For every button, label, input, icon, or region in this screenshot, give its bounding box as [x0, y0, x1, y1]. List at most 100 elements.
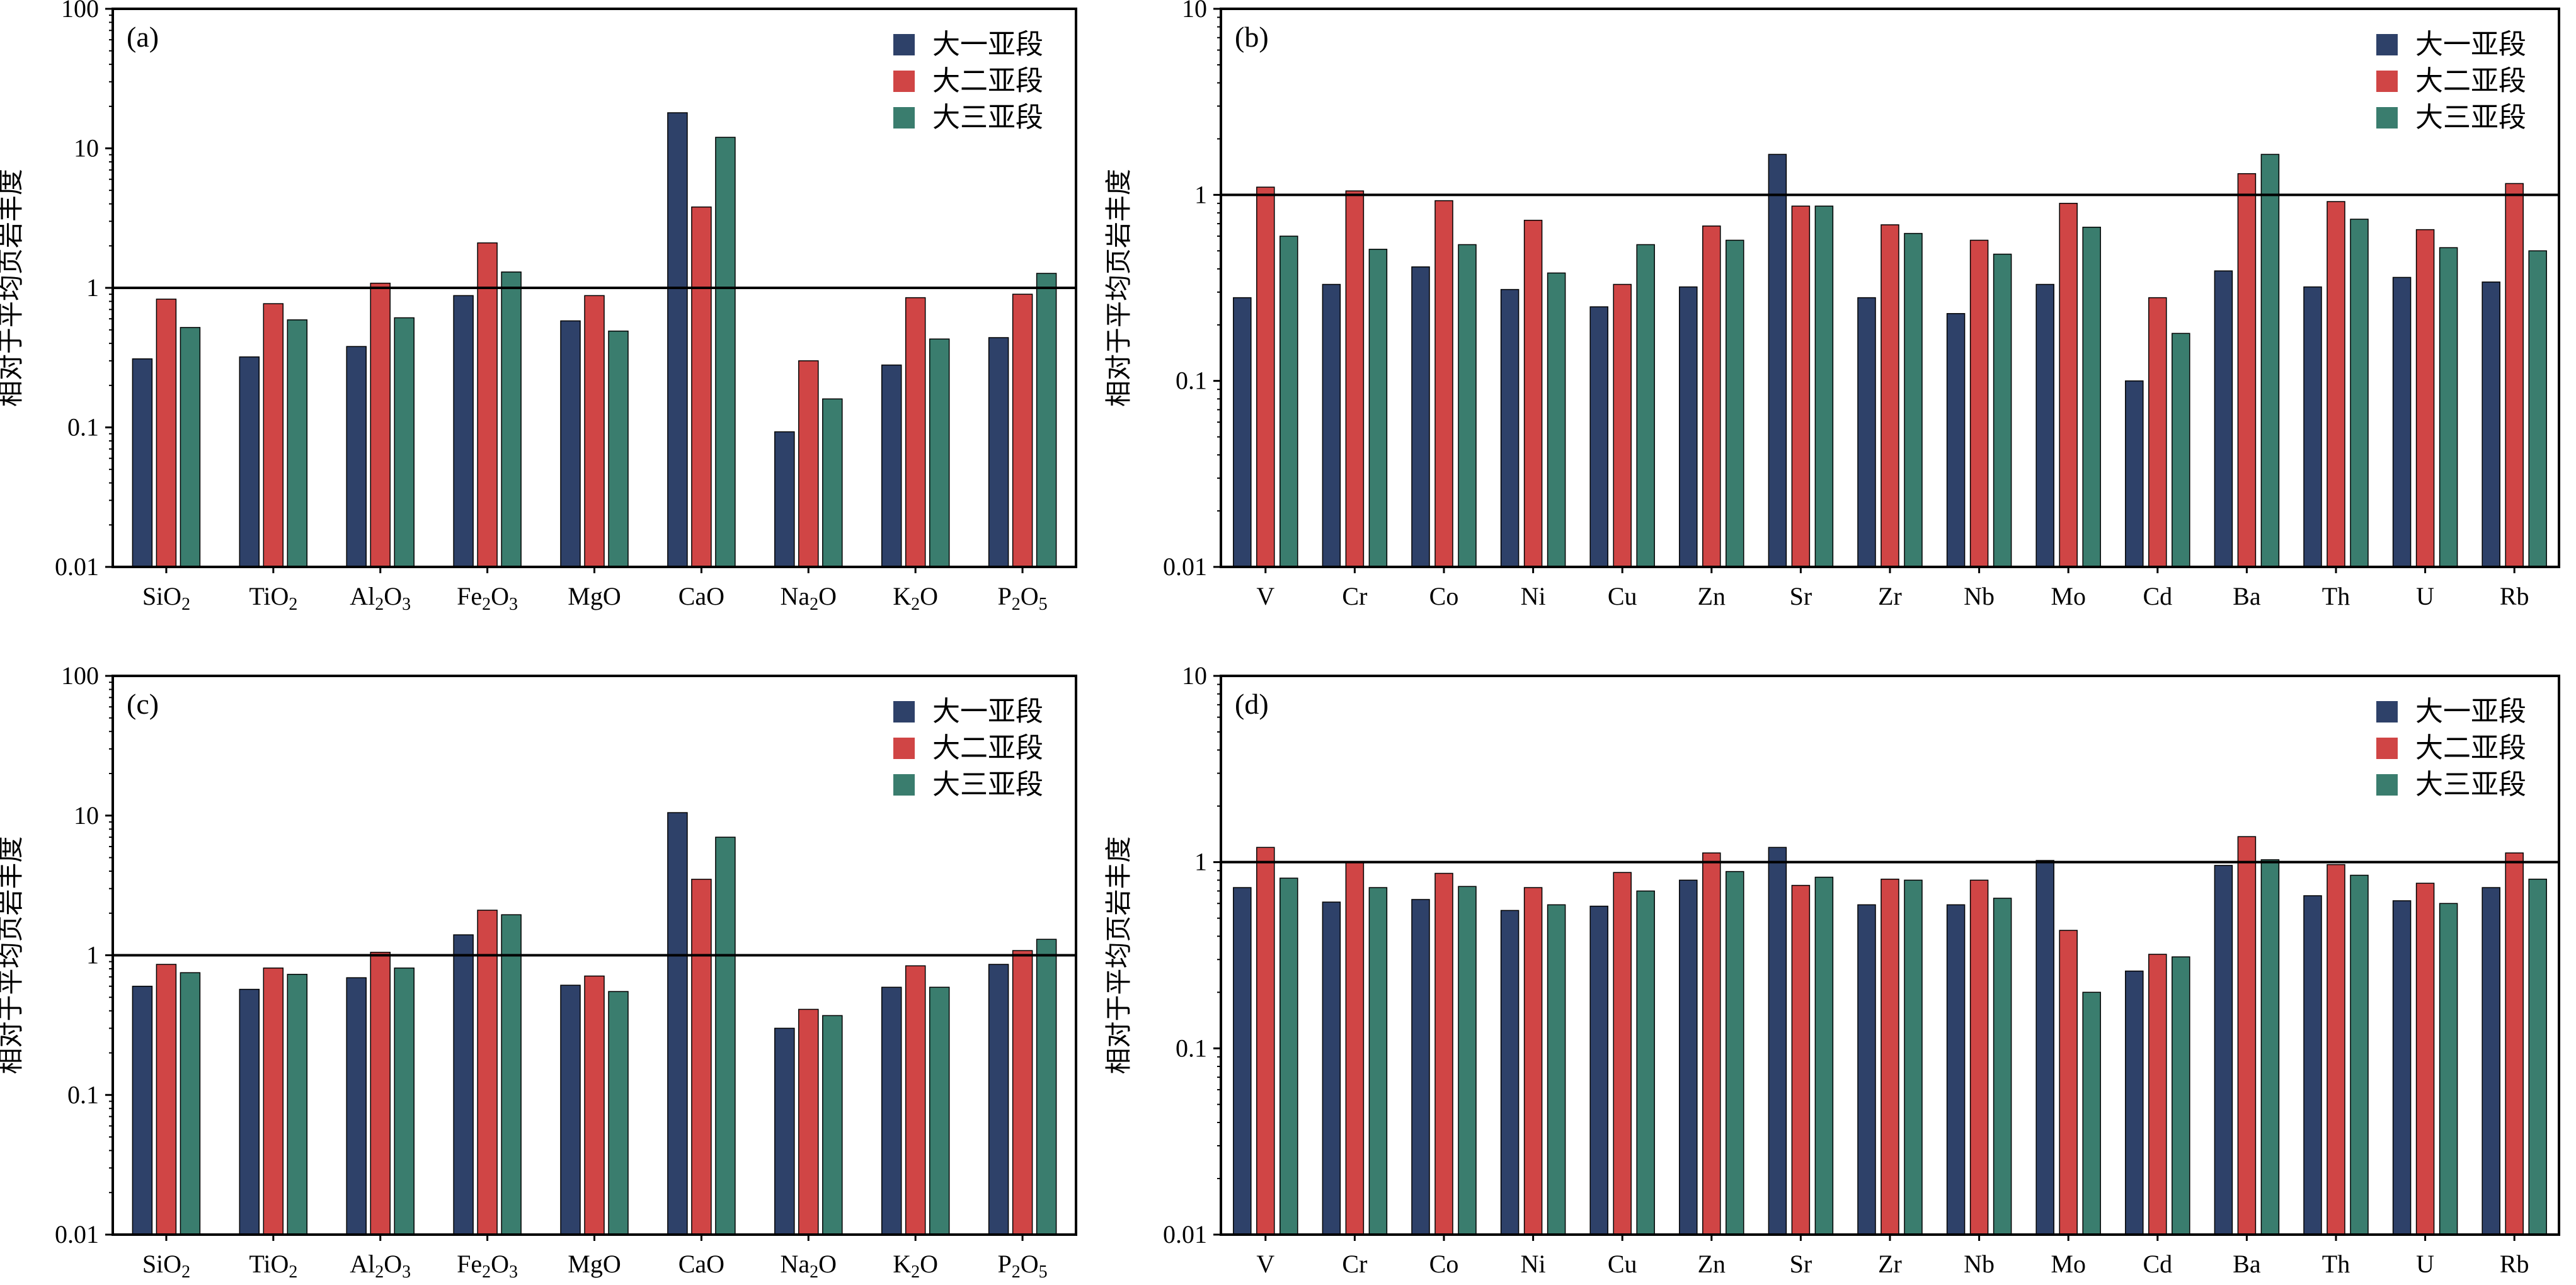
- x-tick-label-mgo: MgO: [568, 1250, 621, 1278]
- bar-mo-da2: [2059, 203, 2078, 568]
- x-tick-label-sr: Sr: [1790, 582, 1812, 610]
- bar-sio2-da2: [156, 964, 177, 1235]
- x-tick-label-zr: Zr: [1878, 582, 1902, 610]
- x-tick-label-v: V: [1256, 582, 1274, 610]
- bar-na2o-da1: [774, 1027, 795, 1235]
- bar-cr-da3: [1368, 248, 1388, 568]
- legend-swatch-da3: [893, 107, 915, 128]
- bar-mgo-da1: [560, 985, 581, 1235]
- panel-b: V Cr Co Ni Cu Zn Sr Zr Nb Mo Cd Ba Th U Rb 0.01 0.1 1 10 相对…: [1105, 0, 2560, 610]
- x-tick-label-cd: Cd: [2143, 1250, 2172, 1278]
- panel-label: (b): [1235, 21, 1269, 53]
- bar-k2o-da3: [929, 986, 950, 1235]
- bar-cao-da3: [715, 137, 736, 568]
- bar-v-da2: [1256, 847, 1275, 1235]
- plot-frame: [1220, 675, 2560, 1236]
- bar-co-da2: [1434, 872, 1453, 1235]
- x-tick-label-p2o5: P2O5: [997, 582, 1047, 614]
- bar-cao-da1: [667, 112, 688, 568]
- bar-cd-da3: [2172, 956, 2190, 1235]
- y-tick-label: 0.01: [55, 1220, 99, 1248]
- bar-ba-da1: [2214, 865, 2233, 1235]
- x-tick-label-u: U: [2416, 1250, 2434, 1278]
- bar-th-da3: [2350, 874, 2369, 1235]
- bar-cu-da1: [1589, 905, 1608, 1235]
- y-tick-label: 1: [86, 941, 99, 969]
- bar-tio2-da1: [239, 988, 260, 1235]
- bar-co-da3: [1458, 244, 1477, 568]
- bar-sr-da3: [1814, 876, 1834, 1235]
- bar-na2o-da3: [822, 398, 843, 568]
- bar-zr-da2: [1880, 878, 1899, 1235]
- bar-zn-da3: [1726, 871, 1744, 1235]
- bar-na2o-da2: [798, 1008, 819, 1235]
- y-axis-label: 相对于平均页岩丰度: [0, 169, 26, 407]
- legend-label-da3: 大三亚段: [932, 102, 1043, 133]
- legend-swatch-da3: [893, 774, 915, 796]
- bar-cu-da1: [1589, 306, 1608, 568]
- bar-sr-da1: [1768, 847, 1787, 1235]
- legend-label-da3: 大三亚段: [932, 769, 1043, 800]
- y-tick-label: 1: [1194, 180, 1207, 208]
- legend-swatch-da1: [2376, 34, 2398, 55]
- y-tick-label: 0.01: [1163, 552, 1207, 581]
- bar-tio2-da3: [287, 974, 308, 1235]
- bar-al2o3-da2: [370, 282, 391, 568]
- legend-swatch-da2: [2376, 738, 2398, 759]
- bar-nb-da3: [1993, 898, 2012, 1235]
- x-tick-label-cr: Cr: [1342, 1250, 1367, 1278]
- bar-u-da2: [2415, 229, 2435, 568]
- bar-ba-da3: [2260, 154, 2280, 568]
- bar-ni-da1: [1500, 288, 1520, 568]
- bar-mgo-da3: [608, 330, 629, 568]
- x-tick-label-al2o3: Al2O3: [350, 582, 411, 614]
- bar-cu-da3: [1636, 890, 1655, 1235]
- bar-fe2o3-da3: [501, 914, 522, 1235]
- bar-ba-da3: [2260, 859, 2280, 1235]
- x-tick-label-nb: Nb: [1964, 1250, 1995, 1278]
- bar-mgo-da2: [584, 975, 605, 1235]
- legend-label-da1: 大一亚段: [2415, 696, 2526, 727]
- bar-ba-da2: [2237, 836, 2257, 1235]
- bar-zr-da3: [1904, 232, 1923, 568]
- bar-cr-da3: [1368, 887, 1388, 1235]
- bar-th-da3: [2350, 219, 2369, 568]
- y-tick-label: 10: [74, 801, 99, 830]
- bar-cr-da1: [1322, 901, 1341, 1235]
- bar-cd-da2: [2148, 297, 2167, 568]
- bar-zr-da1: [1857, 904, 1876, 1235]
- bar-k2o-da1: [881, 986, 902, 1235]
- y-tick-label: 10: [1182, 661, 1207, 690]
- bar-rb-da2: [2505, 183, 2524, 568]
- plot-frame: [1220, 8, 2560, 568]
- legend-label-da2: 大二亚段: [932, 66, 1043, 96]
- bar-k2o-da2: [905, 297, 926, 568]
- legend-label-da1: 大一亚段: [932, 29, 1043, 60]
- y-tick-label: 100: [61, 661, 99, 690]
- legend-label-da2: 大二亚段: [932, 733, 1043, 763]
- bar-ba-da1: [2214, 270, 2233, 568]
- bar-cd-da2: [2148, 954, 2167, 1235]
- bar-cu-da3: [1636, 244, 1655, 568]
- bar-rb-da2: [2505, 852, 2524, 1235]
- bar-al2o3-da2: [370, 952, 391, 1235]
- bar-th-da2: [2327, 201, 2345, 568]
- bar-th-da1: [2303, 286, 2322, 568]
- bar-zn-da2: [1702, 852, 1721, 1235]
- bar-cr-da2: [1345, 861, 1365, 1235]
- bar-co-da1: [1411, 899, 1430, 1235]
- bar-nb-da2: [1969, 239, 1989, 568]
- bar-co-da2: [1434, 200, 1453, 568]
- bar-nb-da1: [1946, 313, 1966, 568]
- bar-k2o-da3: [929, 338, 950, 568]
- bar-v-da1: [1233, 887, 1252, 1235]
- bar-cd-da1: [2125, 380, 2144, 568]
- bar-cd-da3: [2172, 333, 2190, 568]
- bar-fe2o3-da2: [477, 242, 498, 568]
- x-tick-label-rb: Rb: [2500, 1250, 2529, 1278]
- bar-mo-da3: [2082, 226, 2101, 568]
- bar-zr-da3: [1904, 879, 1923, 1235]
- bar-p2o5-da2: [1012, 294, 1033, 568]
- bar-ni-da2: [1523, 219, 1543, 568]
- bar-mo-da3: [2082, 991, 2101, 1235]
